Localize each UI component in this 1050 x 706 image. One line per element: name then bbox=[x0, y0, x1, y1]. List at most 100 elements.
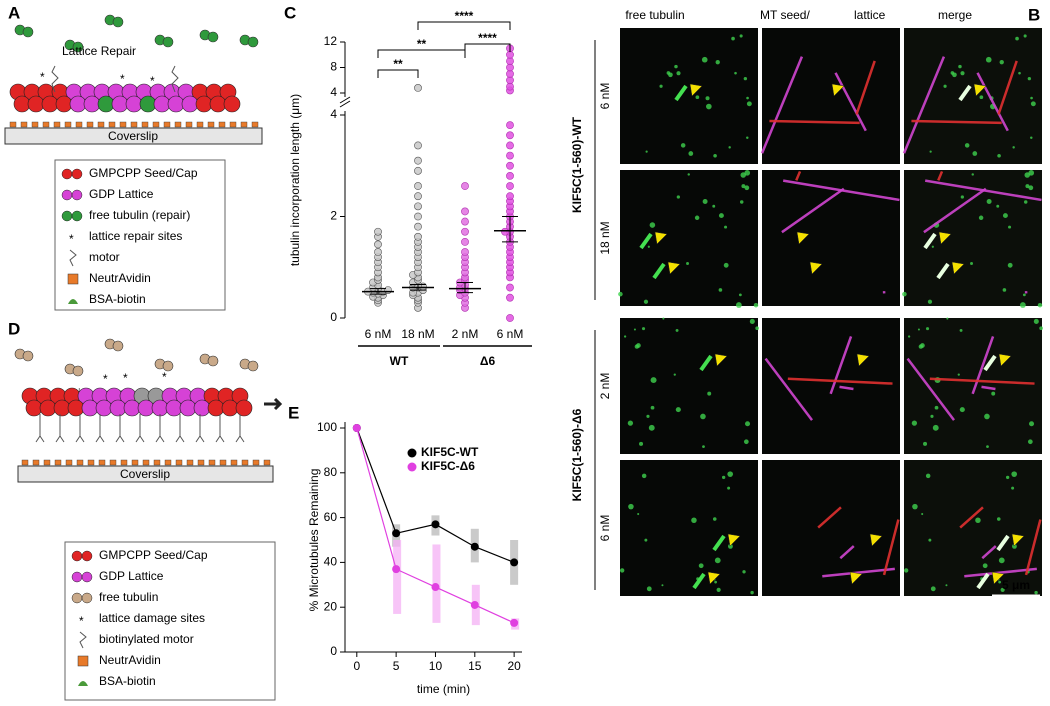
legend-icon bbox=[71, 168, 83, 180]
free-tubulin bbox=[247, 36, 259, 48]
speckle bbox=[985, 56, 992, 63]
speckle bbox=[925, 473, 931, 479]
diagram-label: Lattice Repair bbox=[62, 44, 136, 58]
data-point bbox=[506, 283, 514, 292]
speckle bbox=[627, 420, 634, 426]
neutravidin bbox=[86, 121, 94, 128]
microtubule bbox=[839, 385, 854, 391]
microtubule bbox=[855, 60, 876, 115]
motor bbox=[171, 65, 179, 93]
tubulin bbox=[181, 95, 199, 113]
neutravidin bbox=[196, 121, 204, 128]
speckle bbox=[930, 586, 936, 592]
data-point bbox=[414, 192, 422, 201]
speckle bbox=[934, 405, 939, 410]
speckle bbox=[932, 424, 939, 431]
neutravidin bbox=[32, 459, 40, 466]
neutravidin bbox=[153, 459, 161, 466]
tubulin bbox=[25, 399, 43, 417]
legend-entry: GMPCPP Seed/Cap bbox=[89, 166, 198, 180]
microtubule bbox=[817, 506, 842, 529]
arrowhead bbox=[856, 353, 870, 367]
y-tick-label: 12 bbox=[324, 34, 338, 48]
y-tick-label: 0 bbox=[330, 310, 337, 324]
microtubule bbox=[929, 377, 1035, 385]
data-point bbox=[506, 182, 514, 190]
data-point bbox=[352, 424, 361, 432]
tubulin bbox=[223, 95, 241, 113]
legend-icon bbox=[71, 571, 83, 583]
micrograph bbox=[620, 28, 758, 164]
microtubule bbox=[959, 506, 984, 529]
coverslip-label: Coverslip bbox=[108, 129, 158, 143]
speckle bbox=[986, 445, 989, 449]
speckle bbox=[997, 153, 1001, 158]
speckle bbox=[728, 543, 733, 549]
panel-letter: C bbox=[284, 3, 296, 22]
speckle bbox=[1030, 136, 1033, 140]
tubulin bbox=[193, 399, 211, 417]
microtubule bbox=[997, 60, 1018, 115]
repair-segment bbox=[652, 262, 666, 280]
microtubule bbox=[937, 170, 944, 181]
tubulin bbox=[139, 95, 157, 113]
micrograph bbox=[620, 460, 758, 596]
speckle bbox=[979, 95, 984, 100]
microtubule bbox=[923, 187, 987, 234]
neutravidin bbox=[76, 459, 84, 466]
y-tick-label: 2 bbox=[330, 209, 337, 223]
legend-entry: GMPCPP Seed/Cap bbox=[99, 548, 208, 562]
tubulin bbox=[207, 399, 225, 417]
tubulin bbox=[165, 399, 183, 417]
microtubule bbox=[834, 72, 867, 132]
group-label: KIF5C(1-560)-Δ6 bbox=[570, 408, 584, 501]
speckle bbox=[649, 222, 656, 228]
neutravidin bbox=[65, 459, 73, 466]
legend-entry: GDP Lattice bbox=[99, 569, 164, 583]
data-point bbox=[510, 558, 519, 567]
y-tick-label: 0 bbox=[330, 644, 337, 658]
speckle bbox=[700, 413, 706, 420]
speckle bbox=[1022, 293, 1026, 297]
neutravidin bbox=[31, 121, 39, 128]
motor bbox=[135, 414, 145, 443]
x-tick-label: 15 bbox=[468, 659, 482, 673]
microtubule bbox=[906, 357, 956, 421]
speckle bbox=[634, 344, 640, 349]
legend-icon bbox=[81, 571, 93, 583]
speckle bbox=[1005, 475, 1010, 480]
motor bbox=[235, 414, 245, 443]
microtubule bbox=[839, 545, 855, 560]
row-label: 6 nM bbox=[598, 515, 612, 542]
damage-site: * bbox=[162, 370, 167, 384]
arrowhead bbox=[991, 571, 1005, 585]
speckle bbox=[701, 56, 708, 63]
arrowhead bbox=[667, 261, 681, 275]
speckle bbox=[1028, 421, 1035, 427]
speckle bbox=[1007, 262, 1013, 268]
speckle bbox=[727, 486, 731, 490]
arrowhead bbox=[809, 261, 823, 275]
group-label: Δ6 bbox=[480, 354, 496, 368]
legend-box bbox=[54, 159, 226, 311]
speckle bbox=[750, 590, 754, 595]
arrowhead bbox=[689, 83, 703, 97]
speckle bbox=[998, 557, 1005, 564]
data-point bbox=[414, 222, 422, 231]
speckle bbox=[958, 64, 962, 69]
repair-segment bbox=[976, 572, 990, 590]
speckle bbox=[695, 95, 700, 100]
panel-letter: A bbox=[8, 3, 20, 22]
microtubule bbox=[769, 119, 860, 125]
bracket bbox=[464, 43, 511, 52]
micrograph bbox=[620, 170, 758, 306]
speckle bbox=[647, 245, 650, 248]
neutravidin bbox=[54, 459, 62, 466]
microtubule bbox=[981, 385, 996, 391]
legend-entry: NeutrAvidin bbox=[89, 271, 151, 285]
speckle bbox=[749, 318, 755, 324]
neutravidin bbox=[174, 121, 182, 128]
data-point bbox=[461, 207, 469, 216]
speckle bbox=[698, 563, 704, 569]
